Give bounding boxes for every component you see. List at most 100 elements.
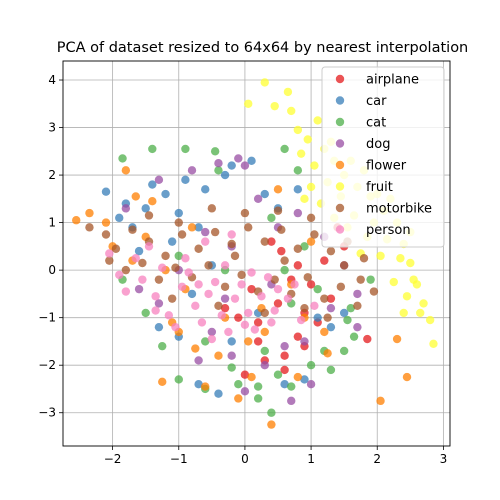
data-point-person <box>224 327 233 337</box>
data-point-dog <box>134 284 144 294</box>
legend-label-car: car <box>366 94 387 109</box>
legend-marker-motorbike <box>335 203 345 213</box>
legend-label-cat: cat <box>366 116 386 131</box>
data-point-person <box>217 311 226 320</box>
data-point-person <box>177 282 187 291</box>
data-point-fruit <box>406 258 415 268</box>
data-point-dog <box>240 387 250 396</box>
data-point-person <box>207 334 217 344</box>
data-point-person <box>151 292 160 301</box>
plot-frame <box>62 60 451 447</box>
data-point-fruit <box>244 99 253 108</box>
x-tick-label: −2 <box>104 452 122 466</box>
data-point-cat <box>227 363 236 372</box>
data-point-person <box>244 308 253 318</box>
data-point-motorbike <box>220 282 230 291</box>
data-point-motorbike <box>230 251 240 261</box>
data-point-dog <box>306 380 316 389</box>
scatter-points <box>72 78 438 429</box>
data-point-fruit <box>283 87 293 97</box>
data-point-fruit <box>389 277 398 287</box>
data-point-person <box>138 275 147 284</box>
data-point-car <box>247 156 256 166</box>
data-point-person <box>220 261 230 270</box>
data-point-flower <box>234 394 243 403</box>
data-point-flower <box>293 372 303 382</box>
data-point-person <box>296 315 306 325</box>
data-point-fruit <box>287 106 296 116</box>
y-tick-label: 4 <box>48 73 56 87</box>
data-point-motorbike <box>356 275 365 284</box>
data-point-dog <box>300 337 309 346</box>
series-person <box>105 230 319 344</box>
data-point-airplane <box>247 284 256 294</box>
data-point-motorbike <box>111 244 121 253</box>
data-point-fruit <box>429 339 438 349</box>
y-tick-label: −1 <box>38 311 56 325</box>
x-tick-label: 2 <box>373 452 381 466</box>
data-point-airplane <box>363 334 372 344</box>
data-point-car <box>115 213 124 223</box>
data-point-dog <box>253 194 263 204</box>
data-point-motorbike <box>310 230 319 239</box>
data-point-person <box>131 254 140 263</box>
data-point-motorbike <box>171 263 180 272</box>
data-point-airplane <box>280 365 289 375</box>
data-point-flower <box>85 208 94 218</box>
data-point-motorbike <box>161 251 170 261</box>
x-tick-label: 0 <box>241 452 249 466</box>
data-point-car <box>227 337 236 346</box>
data-point-cat <box>280 265 289 275</box>
data-point-person <box>283 294 293 303</box>
data-point-cat <box>273 370 283 379</box>
data-point-cat <box>280 144 289 154</box>
data-point-cat <box>234 380 243 389</box>
data-point-dog <box>187 166 197 175</box>
data-point-person <box>250 325 260 334</box>
data-point-person <box>310 301 319 310</box>
legend-marker-fruit <box>335 182 345 191</box>
data-point-flower <box>267 420 276 429</box>
data-point-car <box>161 189 170 199</box>
data-point-motorbike <box>320 294 329 303</box>
data-point-flower <box>72 216 81 225</box>
data-point-motorbike <box>353 301 362 310</box>
data-point-dog <box>121 204 131 213</box>
data-point-fruit <box>306 182 316 192</box>
legend-marker-flower <box>335 160 345 170</box>
data-point-dog <box>201 227 210 237</box>
data-point-flower <box>323 349 332 358</box>
data-point-cat <box>339 346 349 356</box>
data-point-flower <box>273 185 283 194</box>
data-point-dog <box>353 322 362 332</box>
data-point-fruit <box>293 125 303 135</box>
legend-marker-person <box>335 225 345 234</box>
y-tick-label: 3 <box>48 121 56 135</box>
data-point-fruit <box>399 308 408 318</box>
data-point-car <box>141 204 150 213</box>
data-point-car <box>194 380 203 389</box>
data-point-motorbike <box>227 239 236 249</box>
data-point-dog <box>280 341 289 351</box>
data-point-person <box>237 280 246 289</box>
data-point-cat <box>174 251 183 261</box>
data-point-dog <box>293 208 303 218</box>
data-point-motorbike <box>270 275 279 284</box>
data-point-motorbike <box>260 237 269 246</box>
legend-label-airplane: airplane <box>366 73 419 88</box>
data-point-airplane <box>293 261 303 270</box>
data-point-person <box>105 249 114 258</box>
data-point-fruit <box>260 78 269 87</box>
data-point-person <box>184 268 193 277</box>
data-point-motorbike <box>85 223 94 232</box>
data-point-motorbike <box>167 294 177 303</box>
data-point-motorbike <box>336 282 346 291</box>
data-point-motorbike <box>128 225 137 234</box>
data-point-flower <box>158 377 167 387</box>
data-point-cat <box>267 408 276 417</box>
data-point-person <box>290 280 299 289</box>
data-point-car <box>154 322 164 332</box>
data-point-flower <box>101 218 111 227</box>
data-point-car <box>194 223 203 232</box>
